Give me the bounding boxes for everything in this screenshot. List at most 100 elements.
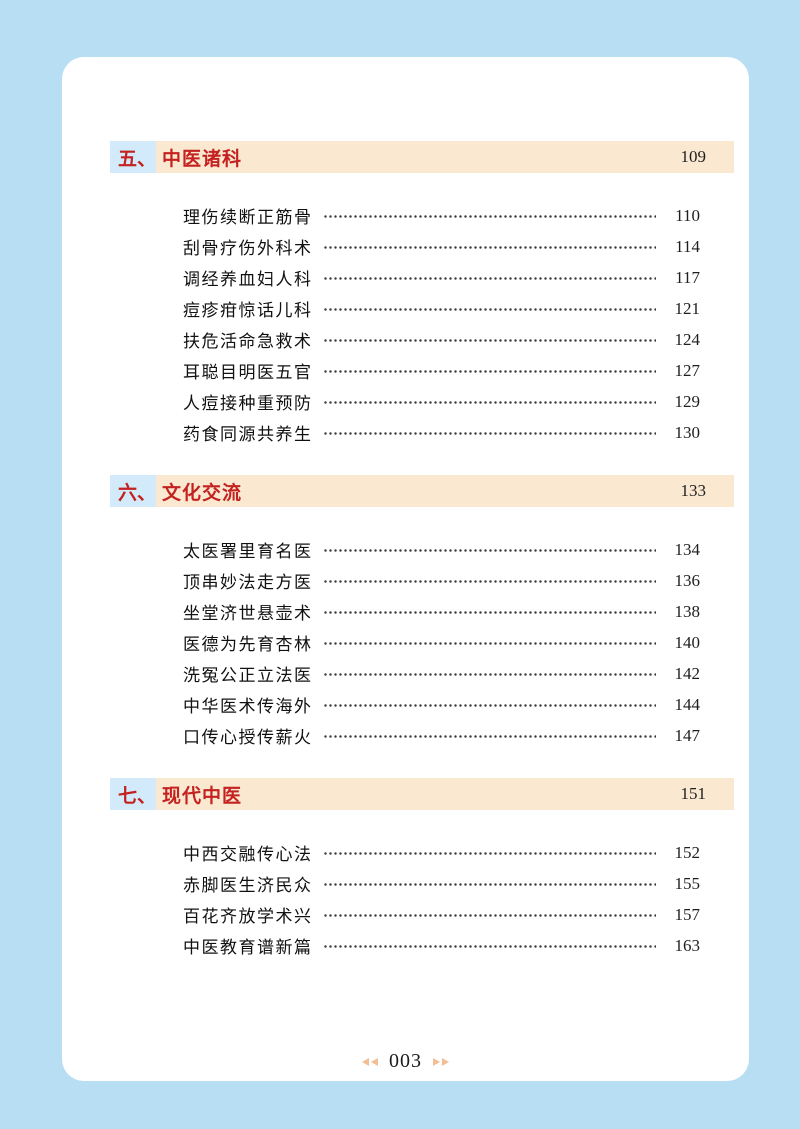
toc-entry-list: 中西交融传心法 152 赤脚医生济民众 155 百花齐放学术兴 157 中医教育谱新篇 163: [183, 837, 700, 961]
dotted-leader: [322, 432, 656, 435]
entry-title: 中西交融传心法: [183, 845, 313, 865]
entry-title: 口传心授传薪火: [183, 728, 313, 748]
toc-section: 五、 中医诸科 109 理伤续断正筋骨 110 刮骨疗伤外科术 114 调经养血妇人科 117 痘…: [62, 141, 749, 448]
toc-entry: 百花齐放学术兴 157: [183, 899, 700, 930]
toc-entry: 中医教育谱新篇 163: [183, 930, 700, 961]
entry-title: 人痘接种重预防: [183, 394, 313, 414]
dotted-leader: [322, 852, 656, 855]
section-title: 中医诸科: [162, 147, 243, 170]
entry-page-number: 117: [675, 267, 700, 287]
entry-page-number: 110: [675, 205, 700, 225]
entry-page-number: 136: [674, 570, 701, 590]
toc-entry: 口传心授传薪火 147: [183, 720, 700, 751]
entry-title: 医德为先育杏林: [183, 635, 313, 655]
right-double-arrow-icon: [433, 1057, 449, 1066]
toc-entry: 医德为先育杏林 140: [183, 627, 700, 658]
entry-page-number: 129: [674, 391, 701, 411]
entry-title: 坐堂济世悬壶术: [183, 604, 313, 624]
toc-entry: 洗冤公正立法医 142: [183, 658, 700, 689]
entry-page-number: 121: [674, 298, 701, 318]
entry-page-number: 155: [674, 873, 701, 893]
section-number: 七、: [110, 778, 156, 810]
entry-page-number: 114: [675, 236, 700, 256]
entry-title: 扶危活命急救术: [183, 332, 313, 352]
right-triangle-icon: [442, 1057, 449, 1066]
section-page-number: 151: [680, 784, 707, 803]
dotted-leader: [322, 642, 656, 645]
toc-entry: 痘疹疳惊话儿科 121: [183, 293, 700, 324]
section-page-number: 133: [680, 481, 707, 500]
toc-sections: 五、 中医诸科 109 理伤续断正筋骨 110 刮骨疗伤外科术 114 调经养血妇人科 117 痘…: [62, 141, 749, 988]
toc-entry: 顶串妙法走方医 136: [183, 565, 700, 596]
entry-page-number: 127: [674, 360, 701, 380]
dotted-leader: [322, 580, 656, 583]
page-number: 003: [389, 1050, 422, 1072]
entry-page-number: 140: [674, 632, 701, 652]
toc-section: 六、 文化交流 133 太医署里育名医 134 顶串妙法走方医 136 坐堂济世悬壶术 138 医…: [62, 475, 749, 751]
entry-title: 耳聪目明医五官: [183, 363, 313, 383]
section-number: 五、: [110, 141, 156, 173]
entry-page-number: 142: [674, 663, 701, 683]
entry-title: 赤脚医生济民众: [183, 876, 313, 896]
entry-title: 中华医术传海外: [183, 697, 313, 717]
right-triangle-icon: [433, 1057, 440, 1066]
dotted-leader: [322, 308, 656, 311]
toc-entry: 扶危活命急救术 124: [183, 324, 700, 355]
toc-entry: 理伤续断正筋骨 110: [183, 200, 700, 231]
toc-entry-list: 太医署里育名医 134 顶串妙法走方医 136 坐堂济世悬壶术 138 医德为先育杏林 140…: [183, 534, 700, 751]
toc-entry-list: 理伤续断正筋骨 110 刮骨疗伤外科术 114 调经养血妇人科 117 痘疹疳惊话儿科 121…: [183, 200, 700, 448]
page-footer: 003: [62, 1050, 749, 1073]
dotted-leader: [322, 945, 656, 948]
entry-title: 理伤续断正筋骨: [183, 208, 313, 228]
section-page-number: 109: [680, 147, 707, 166]
left-triangle-icon: [371, 1057, 378, 1066]
dotted-leader: [322, 914, 656, 917]
toc-entry: 刮骨疗伤外科术 114: [183, 231, 700, 262]
toc-entry: 坐堂济世悬壶术 138: [183, 596, 700, 627]
entry-page-number: 144: [674, 694, 701, 714]
left-double-arrow-icon: [362, 1057, 378, 1066]
entry-page-number: 163: [674, 935, 701, 955]
dotted-leader: [322, 370, 656, 373]
dotted-leader: [322, 246, 656, 249]
entry-page-number: 124: [674, 329, 701, 349]
section-number: 六、: [110, 475, 156, 507]
entry-page-number: 157: [674, 904, 701, 924]
section-header-bar: 五、 中医诸科 109: [110, 141, 734, 173]
entry-title: 中医教育谱新篇: [183, 938, 313, 958]
entry-page-number: 130: [674, 422, 701, 442]
dotted-leader: [322, 401, 656, 404]
entry-title: 刮骨疗伤外科术: [183, 239, 313, 259]
entry-title: 顶串妙法走方医: [183, 573, 313, 593]
dotted-leader: [322, 735, 656, 738]
toc-entry: 耳聪目明医五官 127: [183, 355, 700, 386]
entry-title: 洗冤公正立法医: [183, 666, 313, 686]
section-header-bar: 七、 现代中医 151: [110, 778, 734, 810]
toc-entry: 调经养血妇人科 117: [183, 262, 700, 293]
entry-title: 调经养血妇人科: [183, 270, 313, 290]
entry-title: 百花齐放学术兴: [183, 907, 313, 927]
dotted-leader: [322, 673, 656, 676]
entry-title: 药食同源共养生: [183, 425, 313, 445]
toc-entry: 中华医术传海外 144: [183, 689, 700, 720]
toc-entry: 中西交融传心法 152: [183, 837, 700, 868]
toc-entry: 太医署里育名医 134: [183, 534, 700, 565]
dotted-leader: [322, 611, 656, 614]
entry-page-number: 147: [674, 725, 701, 745]
dotted-leader: [322, 704, 656, 707]
dotted-leader: [322, 277, 656, 280]
toc-entry: 赤脚医生济民众 155: [183, 868, 700, 899]
section-header-bar: 六、 文化交流 133: [110, 475, 734, 507]
dotted-leader: [322, 339, 656, 342]
entry-page-number: 138: [674, 601, 701, 621]
entry-page-number: 152: [674, 842, 701, 862]
toc-entry: 人痘接种重预防 129: [183, 386, 700, 417]
dotted-leader: [322, 883, 656, 886]
section-title: 现代中医: [162, 784, 243, 807]
toc-section: 七、 现代中医 151 中西交融传心法 152 赤脚医生济民众 155 百花齐放学术兴 157 中…: [62, 778, 749, 961]
entry-title: 太医署里育名医: [183, 542, 313, 562]
left-triangle-icon: [362, 1057, 369, 1066]
toc-entry: 药食同源共养生 130: [183, 417, 700, 448]
entry-page-number: 134: [674, 539, 701, 559]
toc-page-card: 五、 中医诸科 109 理伤续断正筋骨 110 刮骨疗伤外科术 114 调经养血妇人科 117 痘…: [62, 57, 749, 1081]
